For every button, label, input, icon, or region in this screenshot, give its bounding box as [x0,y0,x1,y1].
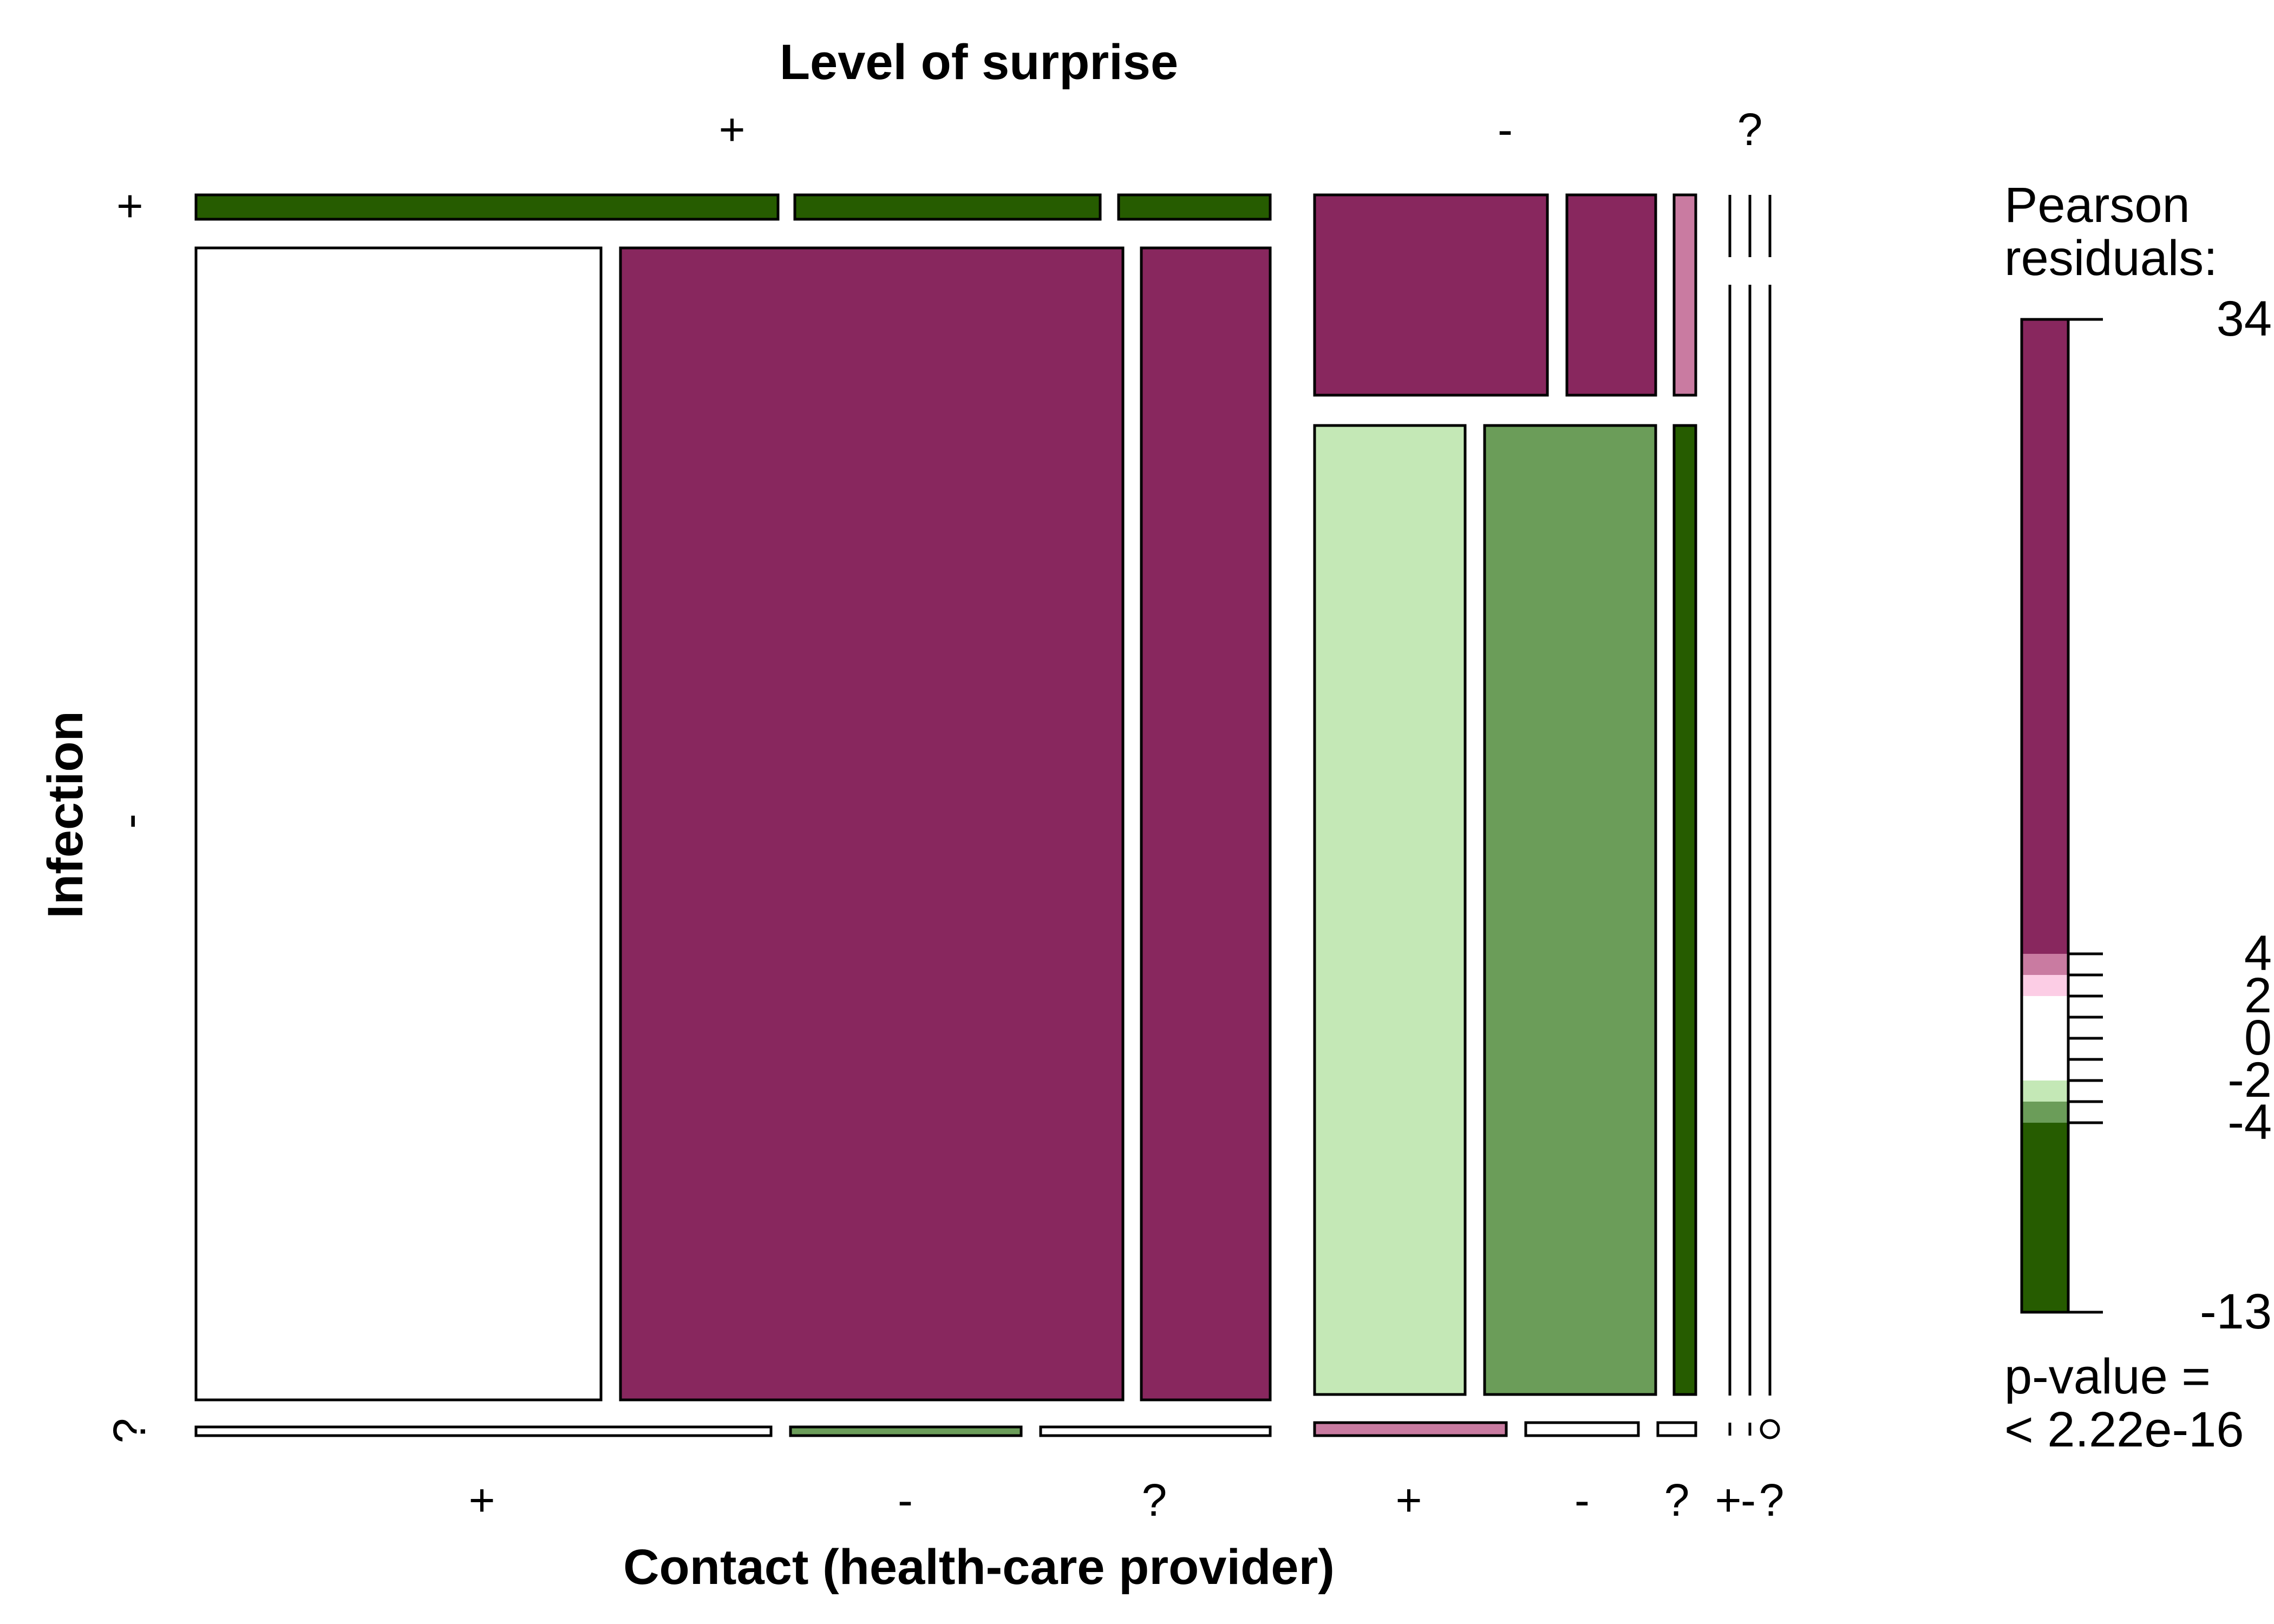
mosaic-cell [1565,193,1657,397]
contact-label: ? [1142,1475,1167,1525]
mosaic-cell [194,1425,773,1437]
contact-label: - [1574,1475,1590,1525]
mosaic-cell [1117,193,1272,221]
mosaic-cell [619,246,1125,1402]
infection-label-plus: + [104,193,155,219]
mosaic-cell [1313,424,1467,1396]
legend-color-band [2022,1123,2068,1312]
legend-color-band [2022,1102,2068,1123]
mosaic-cell [1656,1421,1697,1437]
x-axis-label: Contact (health-care provider) [623,1540,1335,1595]
legend-color-band [2022,996,2068,1081]
infection-level-labels: + - ? [104,193,155,1443]
legend-tick-label: -2 [2227,1052,2272,1108]
contact-label: + [1715,1475,1741,1525]
mosaic-cell [1313,193,1549,397]
surprise-label-plus: + [718,104,745,155]
legend-title-line1: Pearson [2004,178,2190,233]
contact-label: - [1741,1475,1756,1525]
legend-color-bar [2020,318,2070,1314]
mosaic-cell-empty-marker [1760,1419,1780,1439]
chart-title: Level of surprise [780,35,1178,90]
legend-color-band [2022,1081,2068,1102]
legend-color-band [2022,319,2068,954]
pvalue-line2: < 2.22e-16 [2004,1402,2244,1457]
mosaic-cell [789,1425,1023,1437]
legend-color-band [2022,975,2068,996]
mosaic-cell [1039,1425,1272,1437]
contact-label: ? [1759,1475,1785,1525]
y-axis-label: Infection [38,711,93,918]
mosaic-cell [1483,424,1657,1396]
legend-tick-label: -4 [2227,1095,2272,1150]
legend-tick-label: 0 [2244,1010,2272,1065]
surprise-level-labels: + - ? [718,104,1762,155]
mosaic-cell [194,246,603,1402]
residuals-legend: Pearson residuals: 34 420-2-4 -13 p-value … [2004,178,2272,1457]
pvalue-line1: p-value = [2004,1349,2211,1404]
mosaic-cell [194,193,780,221]
mosaic-cell [793,193,1102,221]
legend-title-line2: residuals: [2004,231,2218,286]
legend-frame [2020,318,2070,1314]
mosaic-cell [1672,424,1697,1396]
mosaic-cell [1524,1421,1640,1437]
mosaic-cell [1313,1421,1508,1437]
legend-ticks: 34 420-2-4 -13 [2068,291,2272,1339]
legend-tick-label: 4 [2244,926,2272,981]
legend-tick-label: 2 [2244,968,2272,1023]
legend-color-band [2022,954,2068,975]
contact-label: + [468,1475,495,1525]
mosaic-cell [1140,246,1272,1402]
mosaic-cell [1672,193,1697,397]
contact-label: ? [1664,1475,1690,1525]
surprise-label-minus: - [1498,104,1513,155]
contact-label: + [1395,1475,1422,1525]
contact-label: - [898,1475,913,1525]
infection-label-unknown: ? [104,1418,155,1444]
mosaic-cells [194,193,1780,1439]
legend-tick-label: 34 [2217,291,2272,346]
infection-label-minus: - [104,814,155,829]
contact-level-labels: + - ? + - ? + - ? [468,1475,1784,1525]
surprise-label-unknown: ? [1737,104,1763,155]
legend-tick-label: -13 [2200,1284,2272,1339]
